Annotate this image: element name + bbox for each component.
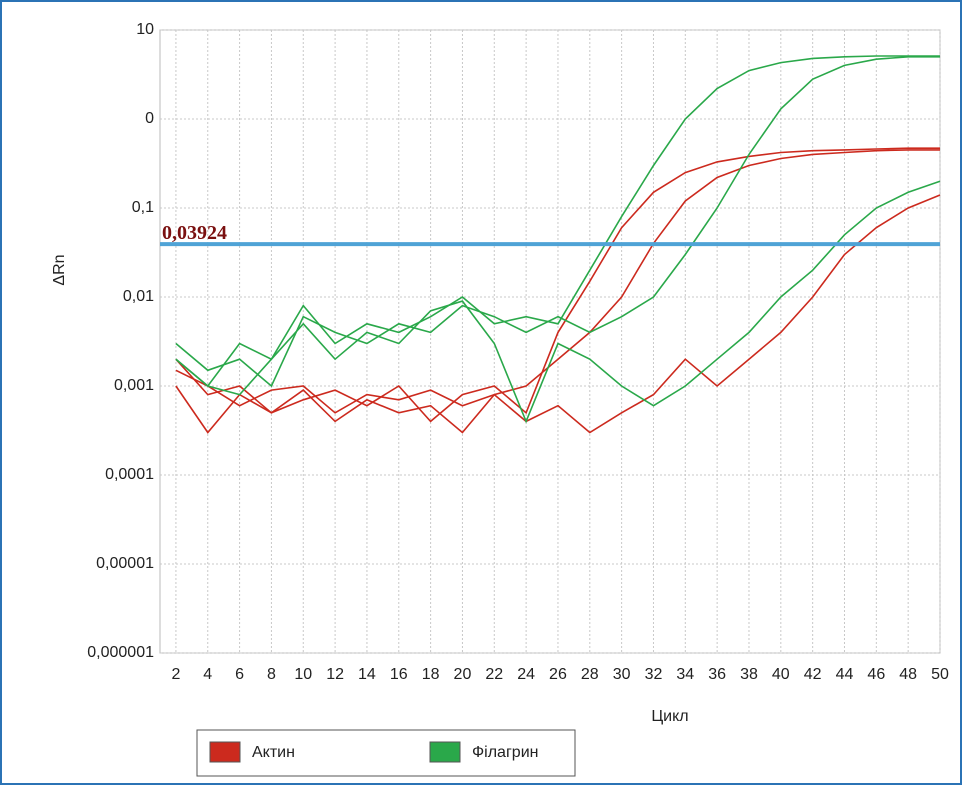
x-tick-label: 4 [203, 666, 212, 683]
curve [175, 149, 940, 414]
x-tick-label: 18 [422, 666, 440, 683]
y-tick-label: 0,000001 [87, 644, 154, 661]
x-tick-label: 34 [676, 666, 694, 683]
y-tick-label: 0,00001 [96, 555, 154, 572]
x-tick-label: 50 [931, 666, 949, 683]
x-tick-label: 10 [294, 666, 312, 683]
x-tick-label: 46 [867, 666, 885, 683]
legend [196, 729, 576, 777]
x-tick-label: 40 [772, 666, 790, 683]
x-tick-label: 14 [358, 666, 376, 683]
curve [175, 56, 940, 388]
curve [175, 194, 941, 434]
x-tick-label: 48 [899, 666, 917, 683]
curve [175, 147, 940, 423]
curve [175, 55, 940, 388]
y-tick-label: 0,001 [114, 377, 154, 394]
legend-swatch [209, 741, 241, 763]
threshold-label: 0,03924 [162, 222, 227, 244]
x-tick-label: 16 [390, 666, 408, 683]
x-tick-label: 22 [485, 666, 503, 683]
x-tick-label: 38 [740, 666, 758, 683]
x-tick-label: 6 [235, 666, 244, 683]
x-tick-label: 30 [613, 666, 631, 683]
x-tick-label: 42 [804, 666, 822, 683]
y-tick-label: 0 [145, 110, 154, 127]
x-tick-label: 8 [267, 666, 276, 683]
curve [175, 180, 941, 424]
x-tick-label: 12 [326, 666, 344, 683]
x-axis-label: Цикл [651, 708, 688, 725]
x-tick-label: 20 [454, 666, 472, 683]
y-tick-label: 0,01 [123, 288, 154, 305]
plot-area [159, 29, 941, 654]
x-tick-label: 36 [708, 666, 726, 683]
y-axis-label: ΔRn [51, 254, 68, 285]
x-tick-label: 26 [549, 666, 567, 683]
legend-swatch [429, 741, 461, 763]
y-tick-label: 10 [136, 21, 154, 38]
x-tick-label: 44 [836, 666, 854, 683]
x-tick-label: 24 [517, 666, 535, 683]
x-tick-label: 28 [581, 666, 599, 683]
legend-label: Філагрин [472, 744, 538, 761]
legend-label: Актин [252, 744, 295, 761]
x-tick-label: 32 [645, 666, 663, 683]
y-tick-label: 0,0001 [105, 466, 154, 483]
y-tick-label: 0,1 [132, 199, 154, 216]
x-tick-label: 2 [171, 666, 180, 683]
